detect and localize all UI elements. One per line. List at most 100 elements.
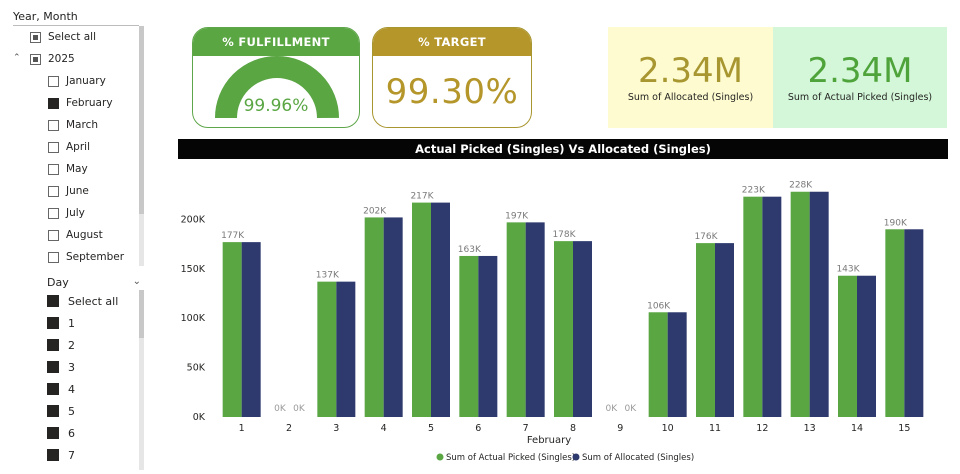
month-label: January	[66, 75, 106, 87]
day-checkbox[interactable]	[47, 405, 59, 417]
bar-allocated	[241, 242, 261, 417]
data-label: 217K	[410, 192, 434, 202]
x-tick-label: 4	[381, 423, 387, 434]
data-label: 163K	[458, 245, 482, 255]
day-item-1[interactable]: 1	[47, 312, 75, 334]
slicer-month-7[interactable]: August	[48, 224, 103, 246]
data-label: 228K	[789, 181, 813, 191]
day-item-7[interactable]: 7	[47, 444, 75, 466]
bar-allocated	[525, 222, 545, 417]
chart-title: Actual Picked (Singles) Vs Allocated (Si…	[178, 139, 948, 159]
month-checkbox[interactable]	[48, 141, 59, 153]
picked-card: 2.34M Sum of Actual Picked (Singles)	[773, 27, 947, 128]
month-checkbox[interactable]	[48, 185, 59, 197]
x-tick-label: 7	[523, 423, 529, 434]
day-item-0[interactable]: Select all	[47, 290, 118, 312]
bar-actual-picked	[317, 281, 337, 417]
x-tick-label: 13	[804, 423, 816, 434]
day-label: 1	[68, 316, 75, 330]
month-checkbox[interactable]	[48, 207, 59, 219]
day-checkbox[interactable]	[47, 449, 59, 461]
bar-actual-picked	[222, 242, 242, 417]
day-item-5[interactable]: 5	[47, 400, 75, 422]
bar-actual-picked	[743, 196, 763, 417]
day-item-6[interactable]: 6	[47, 422, 75, 444]
slicer-month-6[interactable]: July	[48, 202, 85, 224]
x-tick-label: 12	[756, 423, 768, 434]
month-label: May	[66, 163, 88, 175]
bar-actual-picked	[648, 312, 668, 417]
day-slicer-title: Day	[47, 276, 69, 289]
x-tick-label: 14	[851, 423, 863, 434]
slicer-month-2[interactable]: March	[48, 114, 98, 136]
slicer-month-0[interactable]: January	[48, 70, 106, 92]
year-month-slicer[interactable]: Select all ⌃ 2025 January February March Ap…	[10, 26, 140, 266]
picked-value: 2.34M	[807, 51, 913, 91]
bar-allocated	[857, 275, 876, 417]
month-label: August	[66, 229, 103, 241]
month-checkbox[interactable]	[48, 75, 59, 87]
allocated-label: Sum of Allocated (Singles)	[627, 92, 754, 103]
data-label: 178K	[552, 230, 576, 240]
month-checkbox[interactable]	[48, 163, 59, 175]
target-value: 99.30%	[385, 72, 519, 112]
slicer-month-3[interactable]: April	[48, 136, 90, 158]
day-label: Select all	[68, 294, 119, 308]
slicer-year-2025[interactable]: ⌃ 2025	[10, 48, 140, 70]
chevron-down-icon[interactable]: ⌄	[132, 276, 141, 287]
month-checkbox[interactable]	[48, 229, 59, 241]
legend-marker-actual	[436, 453, 444, 461]
bar-allocated	[336, 281, 356, 417]
target-card: % TARGET 99.30%	[372, 27, 532, 128]
collapse-chevron-icon[interactable]: ⌃	[13, 53, 21, 63]
day-checkbox[interactable]	[47, 339, 59, 351]
slicer-select-all[interactable]: Select all	[30, 26, 96, 48]
day-slicer-scroll-thumb[interactable]	[139, 290, 144, 338]
x-tick-label: 6	[475, 423, 481, 434]
data-label: 106K	[647, 301, 671, 311]
month-label: March	[66, 119, 99, 131]
day-checkbox[interactable]	[47, 427, 59, 439]
day-checkbox[interactable]	[47, 317, 59, 329]
bar-allocated	[904, 229, 924, 417]
data-label-actual: 0K	[606, 404, 619, 414]
month-label: February	[66, 97, 113, 109]
slicer-month-5[interactable]: June	[48, 180, 89, 202]
slicer-month-1[interactable]: February	[48, 92, 113, 114]
day-item-3[interactable]: 3	[47, 356, 75, 378]
day-slicer-scrollbar[interactable]	[139, 290, 144, 470]
slicer-month-8[interactable]: September	[48, 246, 124, 266]
day-slicer-header[interactable]: Day ⌄	[47, 276, 141, 289]
x-tick-label: 10	[662, 423, 674, 434]
month-checkbox[interactable]	[48, 251, 59, 263]
day-item-2[interactable]: 2	[47, 334, 75, 356]
data-label: 202K	[363, 206, 387, 216]
month-label: June	[66, 185, 89, 197]
year-checkbox[interactable]	[30, 53, 41, 65]
bar-actual-picked	[696, 243, 715, 417]
slicer-month-4[interactable]: May	[48, 158, 88, 180]
day-label: 3	[68, 360, 75, 374]
month-checkbox[interactable]	[48, 119, 59, 131]
day-slicer[interactable]: Select all 1 2 3 4 5 6 7	[44, 290, 144, 470]
bar-actual-picked	[790, 191, 810, 417]
day-checkbox[interactable]	[47, 383, 59, 395]
day-checkbox[interactable]	[47, 361, 59, 373]
bar-allocated	[809, 191, 829, 417]
x-tick-label: 9	[617, 423, 623, 434]
month-slicer-scroll-thumb[interactable]	[139, 26, 144, 214]
day-checkbox[interactable]	[47, 295, 59, 307]
fulfillment-card-title: % FULFILLMENT	[193, 28, 359, 56]
month-checkbox[interactable]	[48, 97, 59, 109]
select-all-checkbox[interactable]	[30, 31, 41, 43]
select-all-label: Select all	[48, 31, 96, 43]
bar-allocated	[383, 217, 403, 417]
day-item-4[interactable]: 4	[47, 378, 75, 400]
bar-allocated	[667, 312, 687, 417]
bar-allocated	[431, 202, 450, 417]
bar-actual-picked	[364, 217, 384, 417]
bar-actual-picked	[459, 255, 479, 417]
month-slicer-scrollbar[interactable]	[139, 26, 144, 266]
fulfillment-card: % FULFILLMENT 99.96%	[192, 27, 360, 128]
